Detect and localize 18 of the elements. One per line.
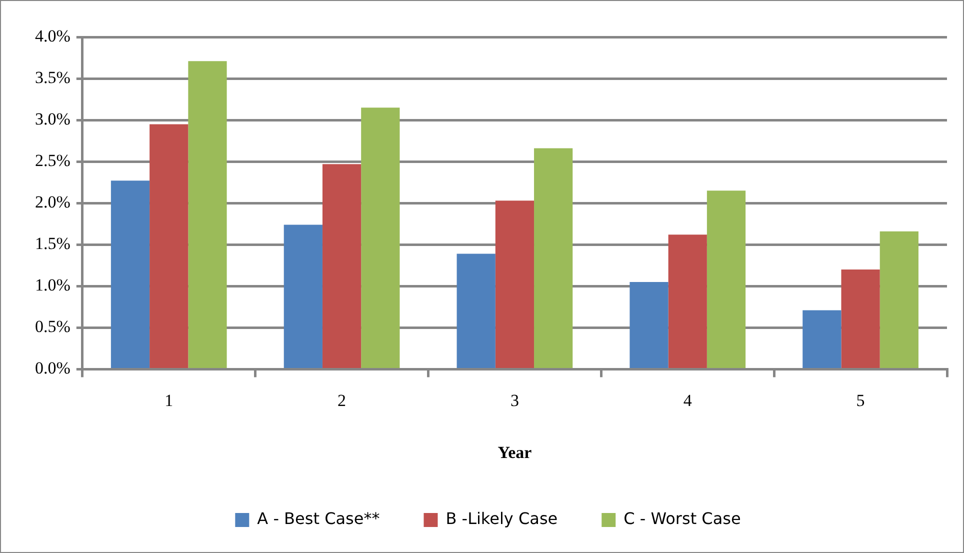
y-tick-label: 0.5% xyxy=(34,317,70,336)
y-tick-label: 0.0% xyxy=(34,358,70,378)
legend-label: C - Worst Case xyxy=(624,509,741,528)
x-axis-title: Year xyxy=(498,443,532,462)
y-tick-label: 1.5% xyxy=(34,234,70,254)
x-tick-label: 5 xyxy=(856,390,865,410)
legend-label: B -Likely Case xyxy=(446,509,558,528)
x-tick-label: 1 xyxy=(164,390,174,410)
y-tick-label: 2.5% xyxy=(34,151,70,170)
x-tick-label: 2 xyxy=(338,390,346,410)
x-tick-label: 4 xyxy=(683,390,692,410)
y-tick-label: 4.0% xyxy=(34,26,70,46)
y-tick-label: 3.5% xyxy=(34,68,70,87)
y-tick-label: 2.0% xyxy=(34,192,70,212)
x-tick-label: 3 xyxy=(510,390,519,410)
y-tick-label: 1.0% xyxy=(34,276,70,295)
y-tick-label: 3.0% xyxy=(34,110,70,129)
legend-label: A - Best Case** xyxy=(257,509,380,528)
